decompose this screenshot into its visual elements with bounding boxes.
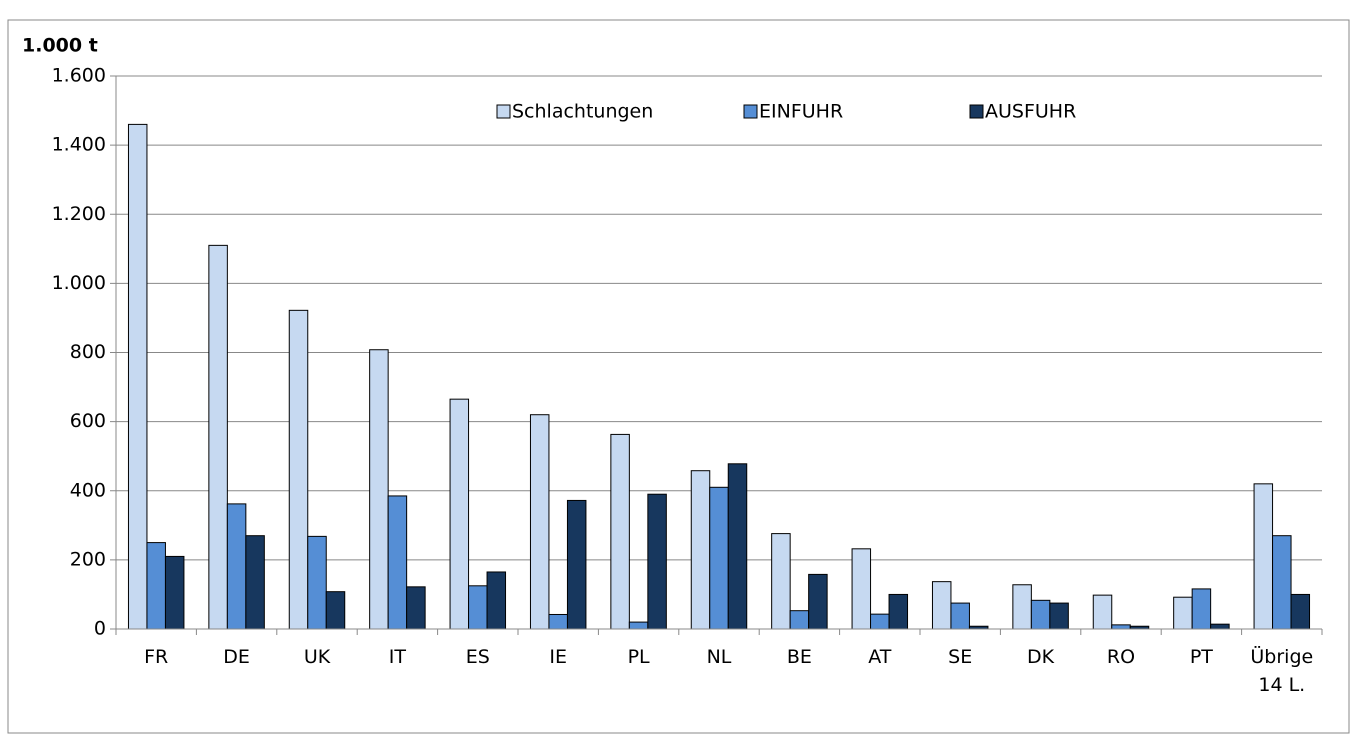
bar — [548, 613, 568, 630]
bar — [1210, 623, 1230, 630]
bar — [888, 593, 909, 630]
y-tick-label: 400 — [70, 479, 106, 501]
bar — [610, 433, 630, 630]
bar — [690, 470, 711, 630]
bar — [1272, 535, 1292, 630]
bar — [647, 493, 667, 630]
bar — [127, 123, 148, 630]
y-tick-label: 200 — [70, 548, 106, 570]
x-tick-label: SE — [948, 646, 973, 668]
x-tick-label: PL — [627, 646, 650, 668]
x-tick-label: DK — [1027, 646, 1055, 668]
bar — [226, 503, 247, 630]
bar — [727, 463, 748, 630]
x-tick-label: AT — [868, 646, 892, 668]
legend-label: EINFUHR — [759, 101, 843, 123]
bar — [406, 586, 426, 630]
x-tick-label: BE — [786, 646, 812, 668]
bar — [931, 581, 952, 630]
y-tick-label: 600 — [70, 410, 106, 432]
y-axis-label: 1.000 t — [22, 35, 98, 57]
legend-swatch — [969, 104, 984, 119]
bar — [789, 610, 810, 630]
x-tick-label: UK — [303, 646, 331, 668]
x-tick-label: FR — [144, 646, 169, 668]
legend-swatch — [496, 104, 511, 119]
bar — [307, 535, 327, 630]
bar — [628, 621, 649, 630]
bar — [325, 591, 346, 630]
bar — [164, 555, 185, 630]
x-tick-label: NL — [706, 646, 732, 668]
bar — [387, 495, 408, 630]
bar — [245, 535, 265, 630]
bar — [449, 398, 470, 630]
legend-label: AUSFUHR — [985, 101, 1076, 123]
legend-label: Schlachtungen — [512, 101, 653, 123]
bar — [808, 573, 828, 630]
bar — [1012, 584, 1032, 630]
bar — [771, 533, 791, 630]
bar — [288, 309, 309, 630]
y-tick-label: 800 — [70, 341, 106, 363]
y-tick-label: 1.000 — [52, 272, 106, 294]
bar — [468, 585, 488, 630]
bar — [1191, 588, 1212, 630]
bar — [1049, 602, 1069, 630]
bar — [369, 349, 389, 630]
x-tick-label: IE — [549, 646, 567, 668]
y-tick-label: 1.200 — [52, 203, 106, 225]
bar — [709, 486, 729, 630]
bar — [950, 602, 970, 630]
x-tick-label: IT — [388, 646, 406, 668]
bar — [529, 414, 550, 630]
bar — [1253, 483, 1274, 630]
bar — [1290, 593, 1311, 630]
y-tick-label: 1.400 — [52, 134, 106, 156]
bar — [486, 571, 507, 630]
bar — [1173, 596, 1193, 630]
bar — [851, 548, 872, 630]
bar — [208, 244, 228, 630]
bar — [1111, 624, 1131, 630]
bar — [1030, 599, 1051, 630]
y-tick-label: 1.600 — [52, 65, 106, 87]
legend-swatch — [743, 104, 758, 119]
x-tick-label: PT — [1189, 646, 1213, 668]
bar — [146, 542, 166, 630]
x-tick-label: ES — [465, 646, 490, 668]
bar — [870, 613, 890, 630]
bar — [566, 499, 587, 630]
bar — [1092, 594, 1113, 630]
x-tick-label: Übrige 14 L. — [1250, 646, 1314, 696]
x-tick-label: RO — [1106, 646, 1136, 668]
y-tick-label: 0 — [94, 618, 106, 640]
x-tick-label: DE — [223, 646, 250, 668]
